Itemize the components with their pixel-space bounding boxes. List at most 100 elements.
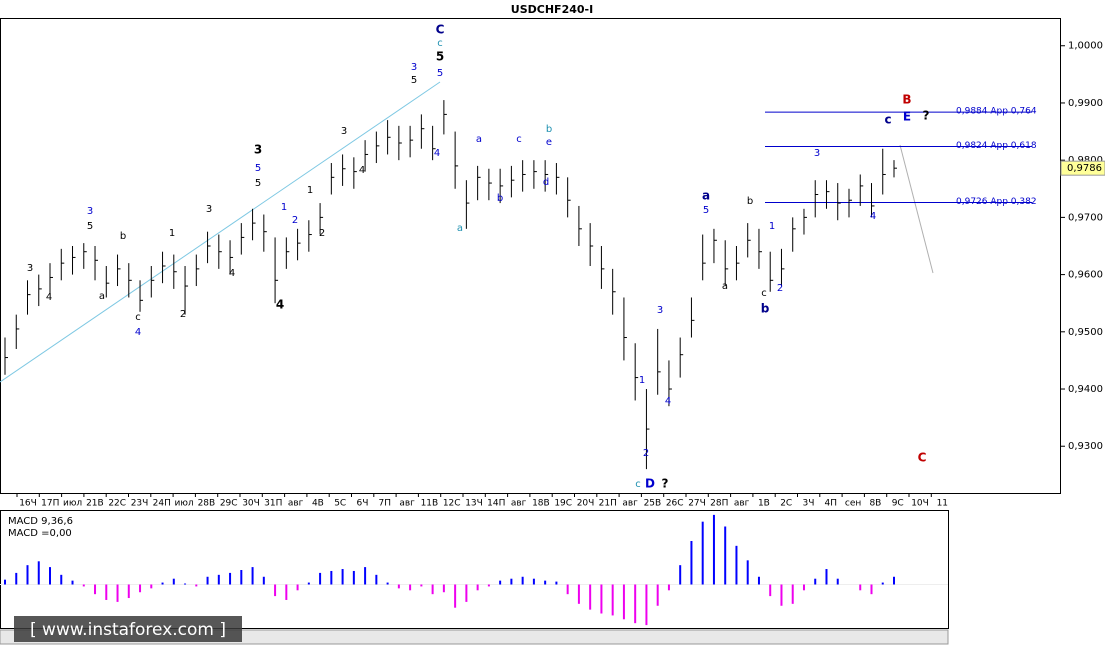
wave-label: b [761,302,770,316]
x-tick-label: 14П [487,499,505,509]
x-tick-label: 28П [710,499,728,509]
wave-label: 2 [643,448,649,459]
y-tick-label: 0,9600 [1068,270,1103,281]
wave-label: 4 [870,211,876,222]
x-tick-label: 3Ч [803,499,815,509]
x-tick-label: 26С [666,499,684,509]
x-tick-label: 11В [421,499,439,509]
x-tick-label: 18В [532,499,550,509]
x-tick-label: 22С [108,499,126,509]
x-tick-label: 23Ч [131,499,149,509]
wave-label: c [761,288,767,299]
wave-label: 2 [180,309,186,320]
x-tick-label: 5С [334,499,346,509]
x-tick-label: 6Ч [357,499,369,509]
wave-label: 3 [814,148,820,159]
wave-label: 5 [411,75,417,86]
wave-label: 2 [777,283,783,294]
wave-label: 4 [229,268,235,279]
wave-label: c [135,312,141,323]
x-tick-label: 24П [153,499,171,509]
wave-label: 4 [135,327,141,338]
x-tick-label: 21П [599,499,617,509]
x-tick-label: сен [845,499,861,509]
wave-label: c [635,479,641,490]
x-tick-label: 4П [825,499,838,509]
wave-label: a [702,189,710,203]
x-tick-label: 31П [264,499,282,509]
x-tick-label: 21В [86,499,104,509]
wave-label: a [476,134,482,145]
wave-label: 1 [769,221,775,232]
wave-label: 1 [281,202,287,213]
wave-label: 4 [46,292,52,303]
wave-label: 5 [255,178,261,189]
wave-label: 2 [292,215,298,226]
wave-label: 1 [169,228,175,239]
wave-label: C [918,451,927,465]
wave-label: d [543,177,549,188]
x-tick-label: авг [288,499,304,509]
wave-label: 1 [307,185,313,196]
fib-label: 0,9884 Арр 0,764 [956,107,1037,117]
wave-label: c [884,113,891,127]
wave-label: 3 [87,206,93,217]
wave-label: 3 [411,62,417,73]
y-tick-label: 0,9400 [1068,384,1103,395]
wave-label: E [903,110,911,124]
x-tick-label: 12С [443,499,461,509]
projection-line [899,144,934,274]
macd-label: MACD 9,36,6 [8,516,73,527]
x-tick-label: авг [622,499,638,509]
y-tick-label: 0,9900 [1068,98,1103,109]
wave-label: 3 [657,305,663,316]
x-tick-label: июл [63,499,82,509]
watermark-box [14,616,242,642]
wave-label: b [497,193,503,204]
x-tick-label: 11 [937,499,948,509]
x-tick-label: 4В [312,499,324,509]
y-tick-label: 0,9300 [1068,441,1103,452]
x-tick-label: 8В [869,499,881,509]
x-tick-label: 27Ч [688,499,706,509]
x-tick-label: 7П [379,499,392,509]
wave-label: c [437,38,443,49]
wave-label: a [99,291,105,302]
price-frame [0,18,1061,494]
wave-label: 4 [359,165,365,176]
current-price-box [1060,160,1105,176]
fib-label: 0,9726 Арр 0,382 [956,197,1037,207]
wave-label: a [457,223,463,234]
x-tick-label: 16Ч [19,499,37,509]
wave-label: b [546,124,552,135]
wave-label: 3 [206,204,212,215]
x-tick-label: 2С [780,499,792,509]
wave-label: 4 [665,396,671,407]
x-tick-label: авг [399,499,415,509]
y-tick-label: 0,9800 [1068,155,1103,166]
x-tick-label: 17П [41,499,59,509]
wave-label: c [516,134,522,145]
wave-label: 4 [276,298,284,312]
macd-frame [0,510,949,629]
wave-label: 3 [341,126,347,137]
y-tick-label: 0,9500 [1068,327,1103,338]
x-tick-label: 29С [220,499,238,509]
wave-label: 5 [87,221,93,232]
x-tick-label: 9С [892,499,904,509]
wave-label: 3 [27,263,33,274]
wave-label: 5 [437,68,443,79]
x-tick-label: 25В [644,499,662,509]
wave-label: b [747,196,753,207]
x-tick-label: 28В [198,499,216,509]
y-tick-label: 1,0000 [1068,41,1103,52]
wave-label: B [902,93,911,107]
x-tick-label: 1В [758,499,770,509]
current-price-label: 0,9786 [1067,163,1102,174]
trend-line [0,81,441,383]
y-tick-label: 0,9700 [1068,212,1103,223]
chart-title: USDCHF240-I [511,3,593,16]
wave-label: ? [662,477,669,491]
